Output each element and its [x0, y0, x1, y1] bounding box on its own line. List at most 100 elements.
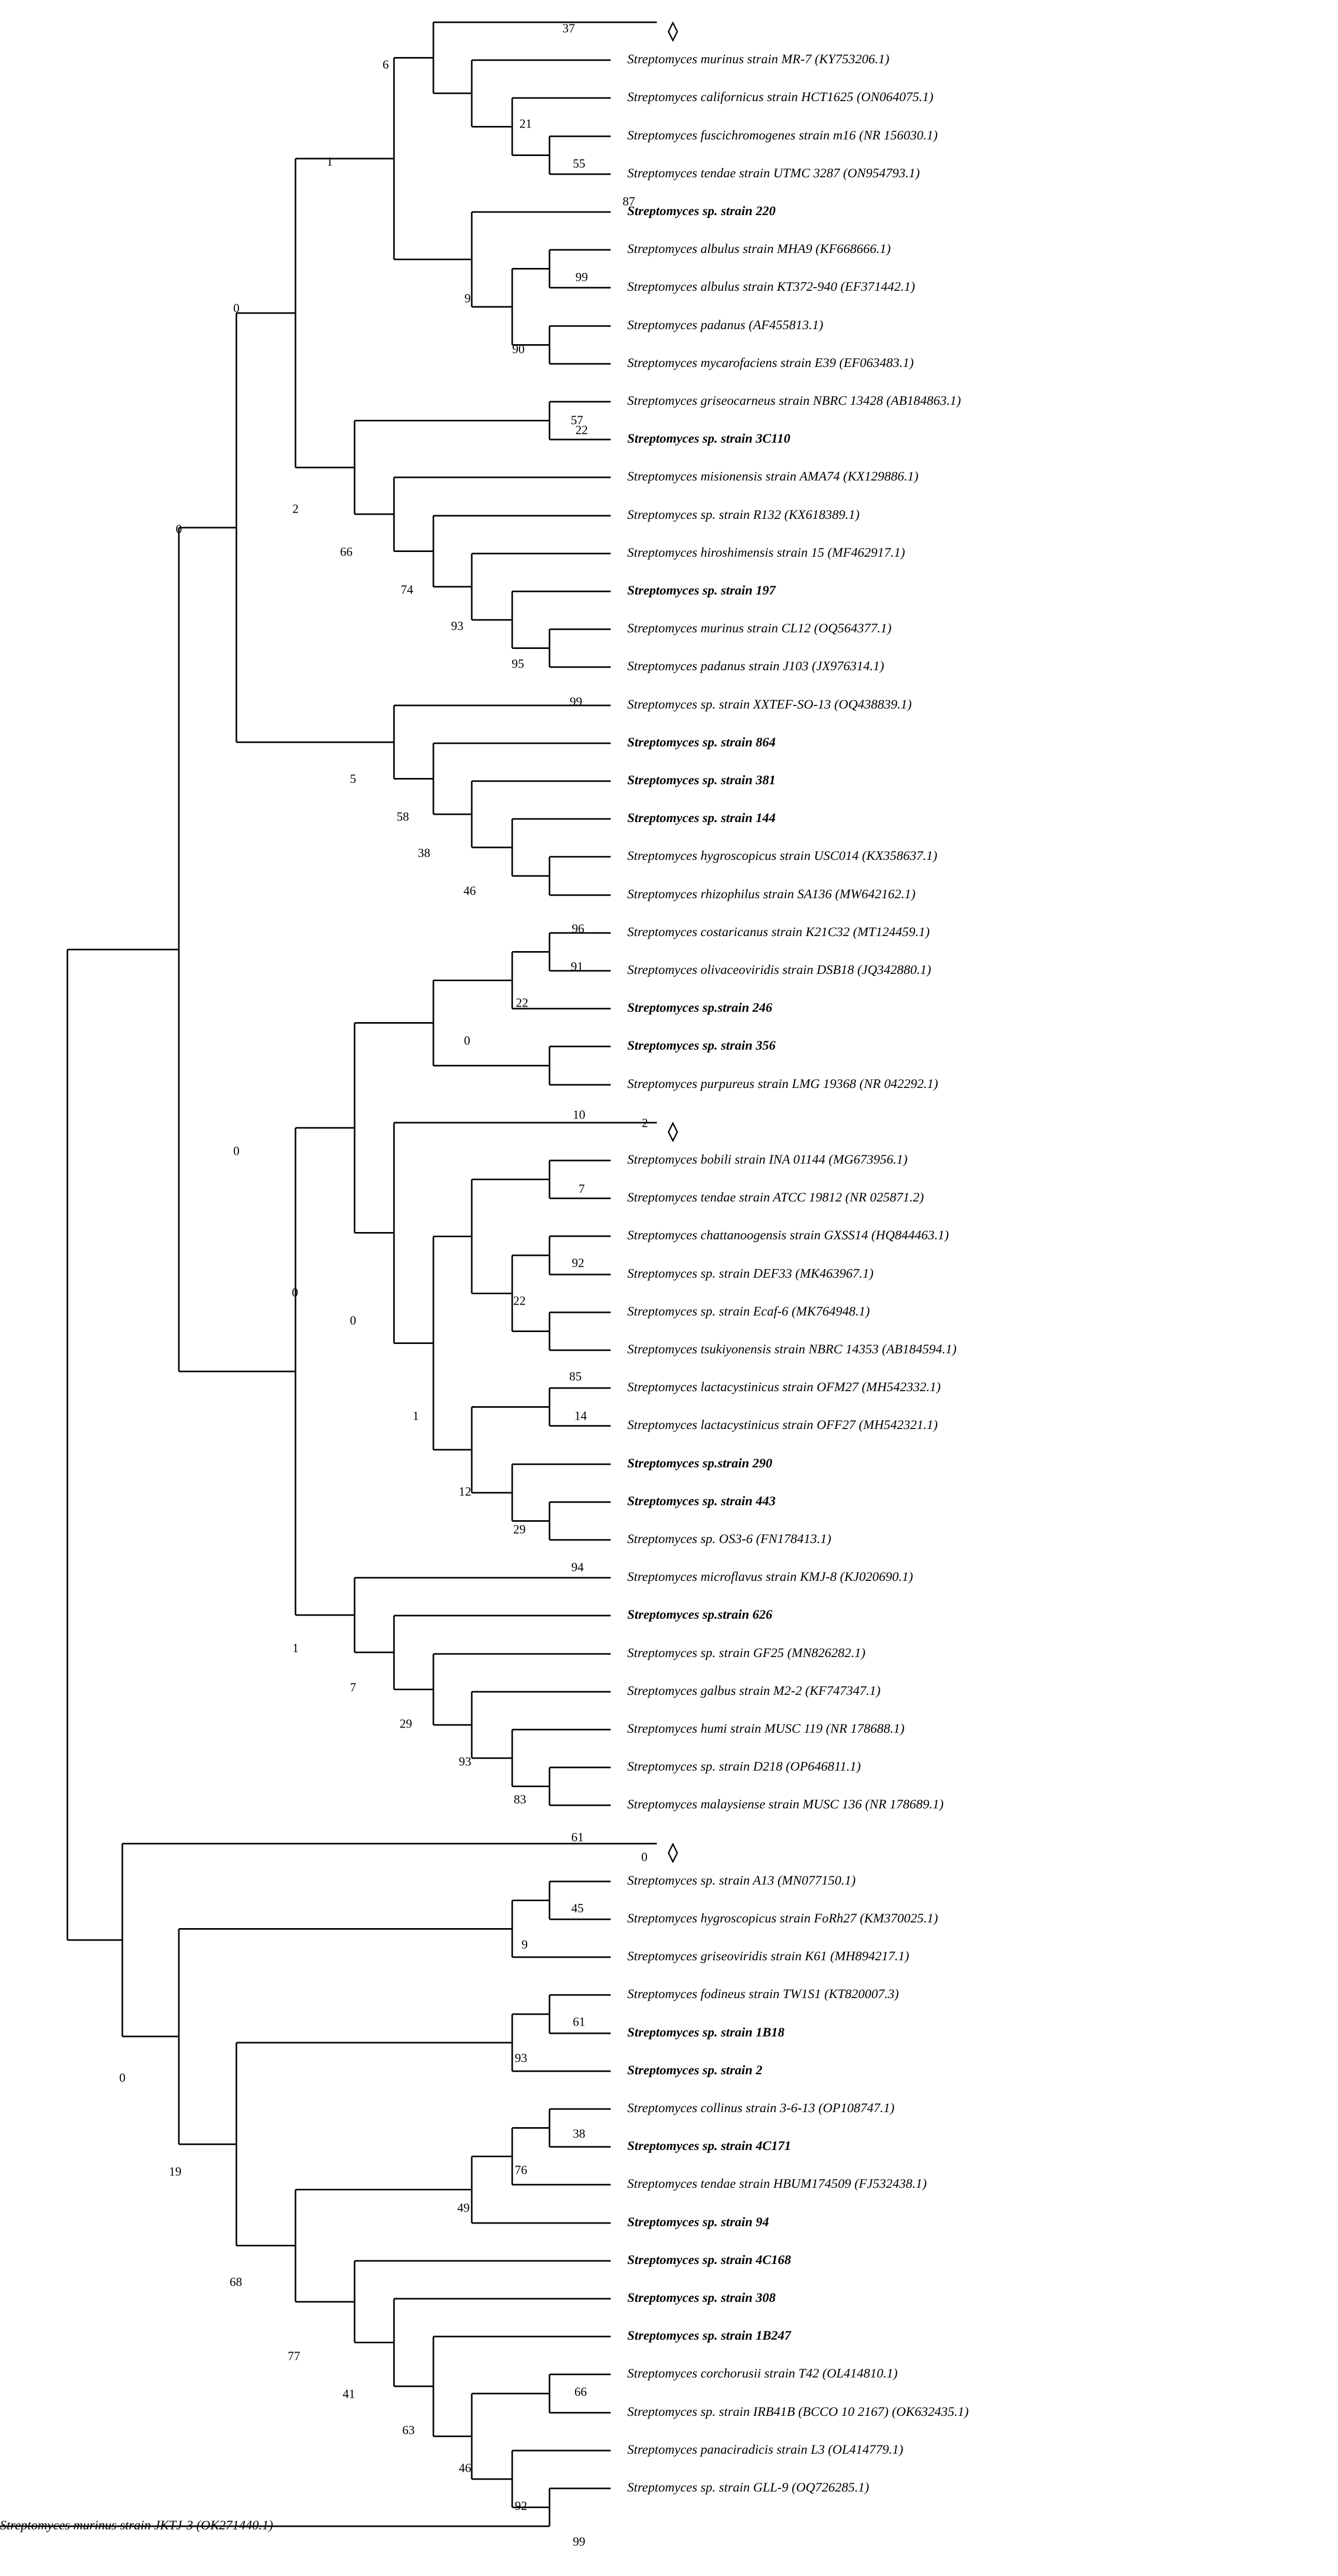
bootstrap-value: 0 — [641, 1851, 647, 1864]
bootstrap-value: 61 — [573, 2016, 585, 2029]
tip-label: Streptomyces sp. strain DEF33 (MK463967.… — [627, 1266, 874, 1281]
tip-label: Streptomyces sp. strain 94 — [627, 2214, 769, 2229]
bootstrap-value: 0 — [292, 1286, 298, 1300]
tip-label: Streptomyces hygroscopicus strain USC014… — [627, 848, 937, 863]
bootstrap-value: 1 — [292, 1642, 299, 1655]
tip-label: Streptomyces sp. strain Ecaf-6 (MK764948… — [627, 1304, 870, 1319]
tip-label: Streptomyces sp. strain 308 — [627, 2290, 776, 2305]
tip-label: Streptomyces olivaceoviridis strain DSB1… — [627, 962, 931, 977]
bootstrap-value: 37 — [562, 22, 575, 36]
tip-labels: Streptomyces murinus strain MR-7 (KY7532… — [0, 51, 968, 2532]
tip-label: Streptomyces sp.strain 246 — [627, 1000, 772, 1015]
bootstrap-value: 0 — [233, 1145, 240, 1158]
tip-label: Streptomyces bobili strain INA 01144 (MG… — [627, 1152, 908, 1167]
bootstrap-value: 0 — [119, 2072, 125, 2085]
bootstrap-value: 19 — [169, 2165, 181, 2179]
bootstrap-value: 9 — [464, 292, 471, 306]
bootstrap-value: 49 — [457, 2202, 470, 2215]
tip-label: Streptomyces sp. OS3-6 (FN178413.1) — [627, 1531, 832, 1546]
bootstrap-value: 9 — [522, 1938, 528, 1952]
tip-label: Streptomyces lactacystinicus strain OFM2… — [627, 1379, 941, 1394]
tip-label: Streptomyces chattanoogensis strain GXSS… — [627, 1227, 949, 1242]
tip-label: Streptomyces humi strain MUSC 119 (NR 17… — [627, 1721, 905, 1736]
bootstrap-value: 90 — [512, 343, 525, 357]
tip-label: Streptomyces sp. strain 1B18 — [627, 2025, 784, 2040]
bootstrap-value: 94 — [571, 1561, 584, 1575]
bootstrap-value: 99 — [573, 2536, 585, 2549]
tip-label: Streptomyces murinus strain CL12 (OQ5643… — [627, 620, 892, 635]
diamond-marker-icon — [668, 1843, 678, 1863]
tip-label: Streptomyces malaysiense strain MUSC 136… — [627, 1796, 943, 1811]
tip-label: Streptomyces corchorusii strain T42 (OL4… — [627, 2366, 898, 2381]
bootstrap-value: 87 — [623, 195, 635, 209]
tip-label: Streptomyces sp. strain 220 — [627, 203, 776, 218]
bootstrap-value: 41 — [343, 2388, 355, 2401]
diamond-marker-icon — [668, 21, 678, 42]
tip-label: Streptomyces purpureus strain LMG 19368 … — [627, 1076, 938, 1091]
bootstrap-value: 46 — [463, 885, 476, 898]
tip-label: Streptomyces hiroshimensis strain 15 (MF… — [627, 545, 905, 560]
tip-label: Streptomyces sp. strain 3C110 — [627, 431, 791, 446]
bootstrap-value: 58 — [397, 811, 409, 824]
bootstrap-value: 83 — [514, 1793, 526, 1807]
bootstrap-value: 22 — [516, 997, 528, 1010]
bootstrap-value: 85 — [569, 1370, 582, 1384]
bootstrap-value: 0 — [233, 302, 240, 316]
bootstrap-value: 0 — [176, 523, 182, 536]
tip-label: Streptomyces sp. strain 356 — [627, 1038, 776, 1053]
tip-label: Streptomyces sp. strain IRB41B (BCCO 10 … — [627, 2404, 968, 2419]
tip-label: Streptomyces fodineus strain TW1S1 (KT82… — [627, 1986, 899, 2001]
bootstrap-value: 76 — [515, 2164, 527, 2177]
bootstrap-value: 7 — [350, 1681, 356, 1695]
tip-label: Streptomyces griseocarneus strain NBRC 1… — [627, 393, 961, 408]
tip-label: Streptomyces sp. strain 144 — [627, 810, 776, 825]
tip-label: Streptomyces lactacystinicus strain OFF2… — [627, 1417, 938, 1432]
bootstrap-value: 7 — [579, 1183, 585, 1196]
bootstrap-value: 0 — [464, 1035, 470, 1048]
tip-label: Streptomyces tendae strain HBUM174509 (F… — [627, 2176, 927, 2191]
tip-label: Streptomyces sp. strain GF25 (MN826282.1… — [627, 1645, 865, 1660]
tip-label: Streptomyces sp. strain D218 (OP646811.1… — [627, 1759, 861, 1774]
bootstrap-value: 77 — [288, 2350, 300, 2363]
bootstrap-value: 10 — [573, 1109, 585, 1122]
bootstrap-value: 91 — [571, 960, 583, 974]
bootstrap-value: 12 — [459, 1485, 471, 1499]
tip-label: Streptomyces misionensis strain AMA74 (K… — [627, 469, 919, 484]
bootstrap-value: 92 — [572, 1257, 584, 1270]
tip-label: Streptomyces rhizophilus strain SA136 (M… — [627, 886, 916, 901]
bootstrap-value: 21 — [519, 118, 532, 131]
bootstrap-value: 68 — [230, 2276, 242, 2289]
bootstrap-value: 55 — [573, 158, 585, 171]
tip-label: Streptomyces tendae strain UTMC 3287 (ON… — [627, 165, 920, 180]
bootstrap-value: 2 — [292, 503, 299, 516]
bootstrap-value: 38 — [573, 2128, 585, 2141]
tip-label: Streptomyces sp. strain XXTEF-SO-13 (OQ4… — [627, 697, 912, 712]
bootstrap-value: 92 — [515, 2500, 527, 2513]
tip-label: Streptomyces costaricanus strain K21C32 … — [627, 924, 929, 939]
tip-label: Streptomyces sp.strain 626 — [627, 1607, 772, 1622]
tip-label: Streptomyces sp. strain A13 (MN077150.1) — [627, 1873, 856, 1888]
tip-label: Streptomyces padanus (AF455813.1) — [627, 317, 823, 332]
tip-label: Streptomyces murinus strain JKTJ-3 (OK27… — [0, 2517, 273, 2532]
bootstrap-value: 1 — [327, 155, 333, 169]
tip-label: Streptomyces sp. strain 197 — [627, 583, 776, 598]
bootstrap-value: 14 — [574, 1410, 587, 1423]
tip-label: Streptomyces tsukiyonensis strain NBRC 1… — [627, 1341, 956, 1356]
bootstrap-value: 22 — [513, 1295, 526, 1308]
tip-label: Streptomyces griseoviridis strain K61 (M… — [627, 1948, 909, 1963]
bootstrap-value: 0 — [350, 1314, 356, 1328]
tip-label: Streptomyces fuscichromogenes strain m16… — [627, 128, 938, 143]
tip-label: Streptomyces californicus strain HCT1625… — [627, 89, 933, 104]
diamond-marker-icon — [668, 1122, 678, 1142]
bootstrap-value: 66 — [574, 2386, 587, 2399]
tip-label: Streptomyces microflavus strain KMJ-8 (K… — [627, 1569, 913, 1584]
bootstrap-value: 46 — [459, 2462, 471, 2475]
tip-label: Streptomyces sp. strain GLL-9 (OQ726285.… — [627, 2480, 869, 2495]
bootstrap-value: 2 — [642, 1117, 648, 1130]
bootstrap-value: 5 — [350, 773, 356, 786]
tip-label: Streptomyces albulus strain KT372-940 (E… — [627, 279, 915, 294]
bootstrap-value: 29 — [400, 1718, 412, 1731]
bootstrap-value: 6 — [383, 59, 389, 72]
bootstrap-value: 61 — [571, 1831, 584, 1845]
